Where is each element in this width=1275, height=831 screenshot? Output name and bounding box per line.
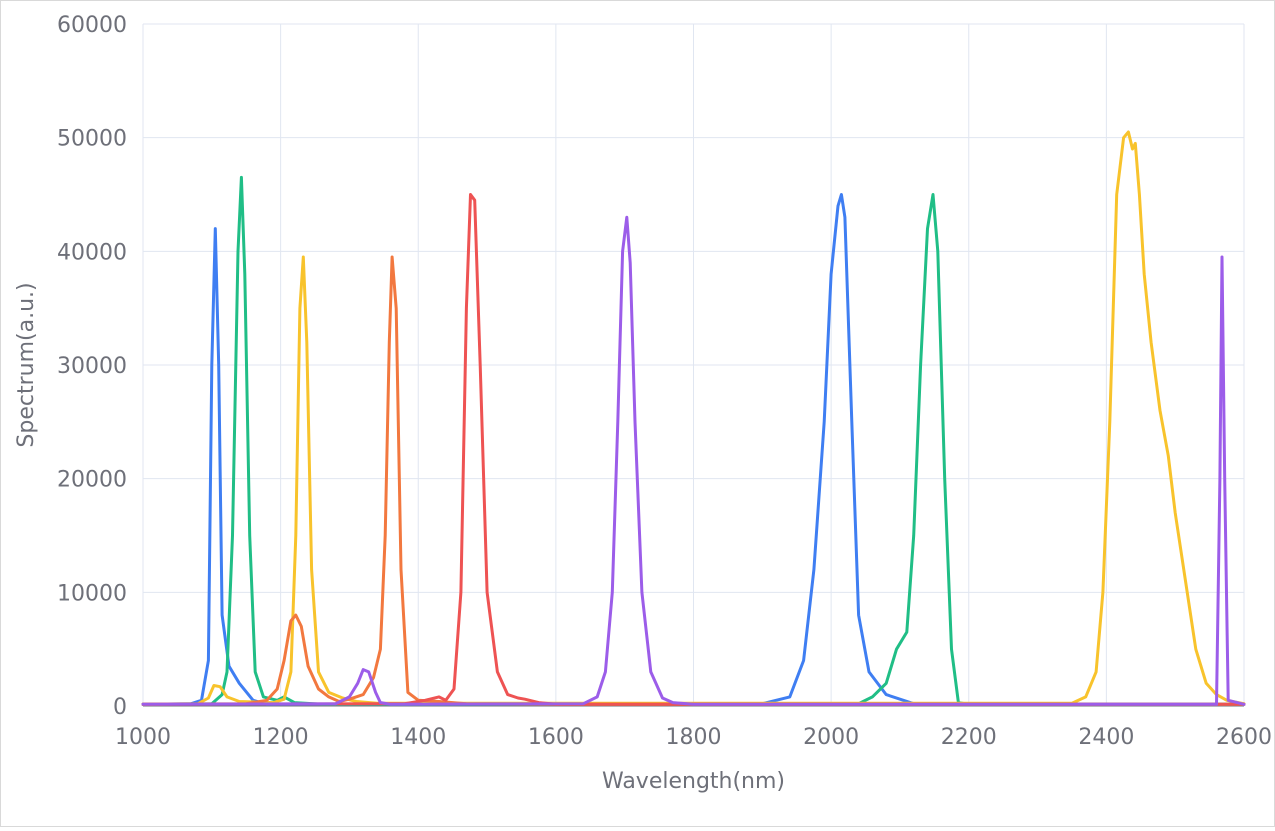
x-tick-label: 1400	[390, 725, 446, 750]
y-tick-label: 60000	[57, 13, 127, 38]
series-line-5	[141, 193, 1246, 706]
x-axis-title: Wavelength(nm)	[602, 769, 785, 794]
x-tick-label: 1600	[528, 725, 584, 750]
series-line-1	[141, 193, 1246, 706]
x-tick-label: 2400	[1078, 725, 1134, 750]
y-axis-tick-labels: 0 10000 20000 30000 40000 50000 60000	[57, 13, 127, 720]
x-tick-label: 2600	[1216, 725, 1272, 750]
series-line-4	[141, 255, 1246, 706]
series-lines	[141, 130, 1246, 706]
x-tick-label: 1200	[253, 725, 309, 750]
x-tick-label: 2200	[941, 725, 997, 750]
x-tick-label: 2000	[803, 725, 859, 750]
series-line-6	[141, 215, 1246, 706]
y-axis-title: Spectrum(a.u.)	[14, 282, 39, 447]
grid-lines	[142, 23, 1245, 706]
y-tick-label: 30000	[57, 354, 127, 379]
y-tick-label: 40000	[57, 240, 127, 265]
y-tick-label: 20000	[57, 468, 127, 493]
x-tick-label: 1800	[666, 725, 722, 750]
y-tick-label: 0	[113, 695, 127, 720]
y-tick-label: 10000	[57, 581, 127, 606]
x-tick-label: 1000	[115, 725, 171, 750]
y-tick-label: 50000	[57, 127, 127, 152]
x-axis-tick-labels: 1000 1200 1400 1600 1800 2000 2200 2400 2600	[115, 725, 1272, 750]
